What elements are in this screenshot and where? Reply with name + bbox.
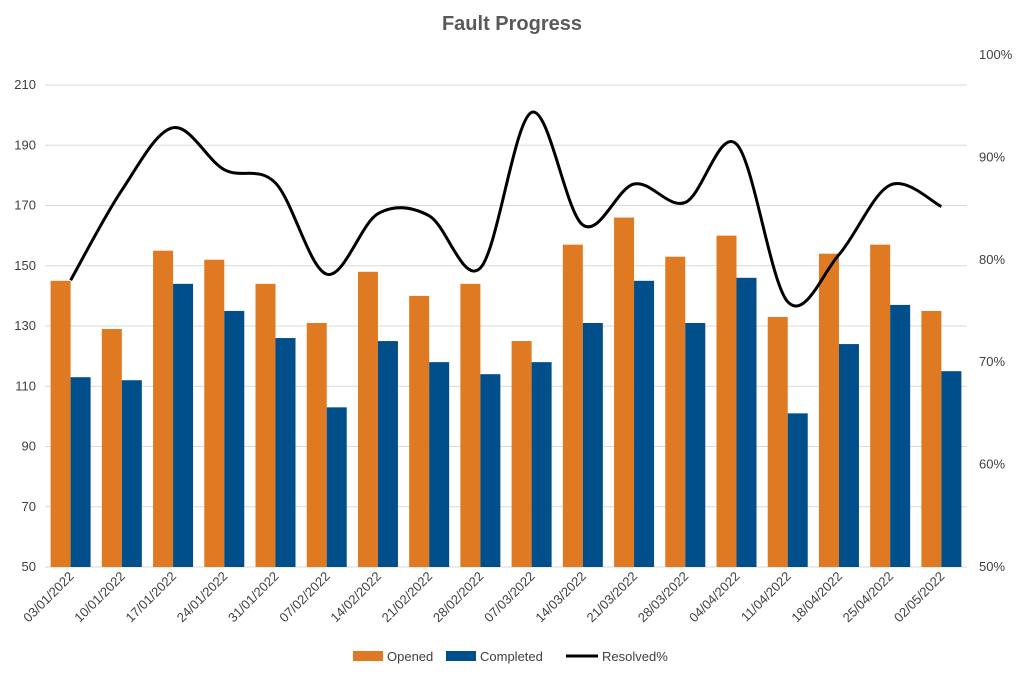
grid-lines	[45, 84, 967, 568]
x-tick-label: 07/03/2022	[481, 569, 538, 626]
y-left-tick-label: 210	[14, 77, 36, 92]
chart-title: Fault Progress	[442, 13, 582, 35]
bar-opened	[101, 329, 122, 567]
x-tick-label: 28/03/2022	[635, 569, 692, 626]
x-tick-label: 11/04/2022	[738, 569, 794, 625]
y-right-tick-label: 60%	[979, 457, 1005, 472]
resolved-line	[69, 110, 943, 308]
bar-opened	[153, 250, 174, 567]
y-right-tick-label: 90%	[979, 149, 1005, 164]
bar-completed	[121, 380, 142, 567]
y-right-tick-label: 100%	[979, 47, 1013, 62]
x-tick-label: 21/03/2022	[584, 569, 641, 626]
y-right-tick-label: 70%	[979, 354, 1005, 369]
legend-label: Completed	[480, 649, 543, 664]
bar-opened	[614, 217, 635, 568]
bar-opened	[767, 316, 788, 567]
x-tick-label: 21/02/2022	[379, 569, 436, 626]
y-left-tick-label: 110	[15, 378, 36, 393]
bar-opened	[409, 295, 430, 567]
bar-completed	[787, 413, 808, 567]
bar-completed	[326, 407, 347, 567]
x-tick-label: 14/02/2022	[327, 569, 384, 626]
bar-opened	[511, 341, 532, 567]
x-tick-label: 28/02/2022	[430, 569, 487, 626]
x-axis-labels: 03/01/202210/01/202217/01/202224/01/2022…	[20, 569, 947, 626]
bar-completed	[173, 283, 194, 567]
bar-completed	[275, 338, 296, 567]
bar-opened	[204, 259, 225, 567]
x-tick-label: 17/01/2022	[123, 569, 180, 626]
x-tick-label: 02/05/2022	[891, 569, 948, 626]
bar-completed	[377, 341, 398, 567]
bar-completed	[582, 322, 603, 567]
legend-swatch	[353, 651, 383, 661]
y-left-tick-label: 130	[14, 318, 36, 333]
bar-completed	[736, 277, 757, 567]
bar-completed	[224, 310, 245, 567]
bar-completed	[634, 280, 655, 567]
bar-opened	[921, 310, 942, 567]
legend-label: Opened	[387, 649, 433, 664]
bar-completed	[685, 322, 706, 567]
bar-completed	[70, 377, 91, 567]
legend: Opened Completed Resolved%	[353, 649, 668, 664]
right-axis-ticks: 50% 60% 70% 80% 90% 100%	[979, 47, 1013, 574]
bar-completed	[429, 362, 450, 567]
y-left-tick-label: 50	[22, 559, 36, 574]
x-tick-label: 03/01/2022	[20, 569, 77, 626]
bar-opened	[562, 244, 583, 567]
x-tick-label: 25/04/2022	[840, 569, 897, 626]
bar-opened	[870, 244, 891, 567]
bar-opened	[716, 235, 737, 567]
bar-completed	[838, 344, 859, 567]
y-left-tick-label: 70	[22, 499, 36, 514]
bar-completed	[531, 362, 552, 567]
legend-label: Resolved%	[602, 649, 668, 664]
x-tick-label: 10/01/2022	[71, 569, 128, 626]
x-tick-label: 04/04/2022	[686, 569, 743, 626]
bar-opened	[306, 322, 327, 567]
bars-group	[50, 217, 962, 568]
x-tick-label: 18/04/2022	[788, 569, 845, 626]
bar-opened	[255, 283, 276, 567]
y-right-tick-label: 80%	[979, 252, 1005, 267]
x-tick-label: 07/02/2022	[276, 569, 333, 626]
bar-opened	[357, 271, 378, 567]
bar-opened	[50, 280, 71, 567]
bar-completed	[890, 304, 911, 567]
bar-opened	[818, 253, 839, 567]
y-left-tick-label: 90	[22, 439, 36, 454]
x-tick-label: 31/01/2022	[225, 569, 282, 626]
left-axis-ticks: 50 70 90 110 130 150 170 190 210	[14, 77, 36, 574]
x-tick-label: 14/03/2022	[532, 569, 589, 626]
bar-completed	[480, 374, 501, 567]
line-group	[69, 110, 943, 308]
y-left-tick-label: 190	[14, 137, 36, 152]
x-tick-label: 24/01/2022	[174, 569, 231, 626]
y-right-tick-label: 50%	[979, 559, 1005, 574]
bar-completed	[941, 371, 962, 567]
y-left-tick-label: 150	[14, 258, 36, 273]
bar-opened	[460, 283, 481, 567]
y-left-tick-label: 170	[14, 198, 36, 213]
legend-swatch	[446, 651, 476, 661]
bar-opened	[665, 256, 686, 567]
